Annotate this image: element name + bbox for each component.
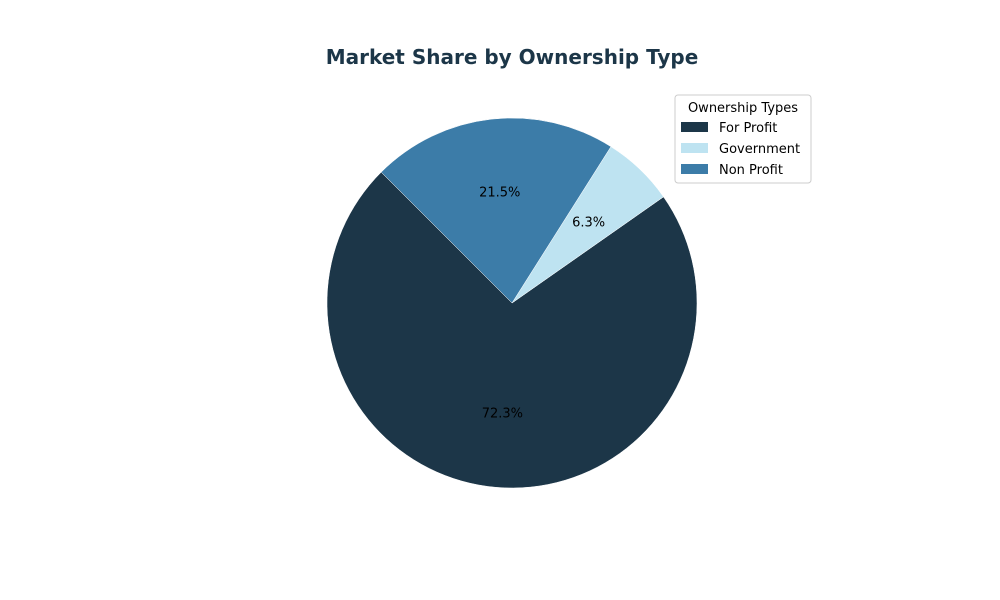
legend-swatch-government: [681, 143, 708, 153]
pie-label-for-profit: 72.3%: [482, 407, 523, 422]
pie-label-non-profit: 21.5%: [479, 186, 520, 201]
legend-label-non-profit: Non Profit: [719, 163, 783, 178]
pie-percent-labels: 72.3% 6.3% 21.5%: [479, 186, 605, 422]
legend-swatch-non-profit: [681, 164, 708, 174]
chart-title: Market Share by Ownership Type: [326, 45, 699, 69]
legend-label-government: Government: [719, 142, 800, 157]
pie-slice-non-profit: [380, 117, 612, 304]
legend-label-for-profit: For Profit: [719, 121, 777, 136]
legend-title: Ownership Types: [688, 101, 798, 116]
legend-box: [674, 94, 812, 184]
legend: Ownership Types For Profit Government Non …: [674, 94, 812, 184]
pie-slices: [326, 117, 698, 489]
pie-slice-for-profit: [326, 171, 698, 489]
legend-items: For Profit Government Non Profit: [681, 121, 800, 178]
legend-swatch-for-profit: [681, 122, 708, 132]
pie-label-government: 6.3%: [572, 216, 605, 231]
